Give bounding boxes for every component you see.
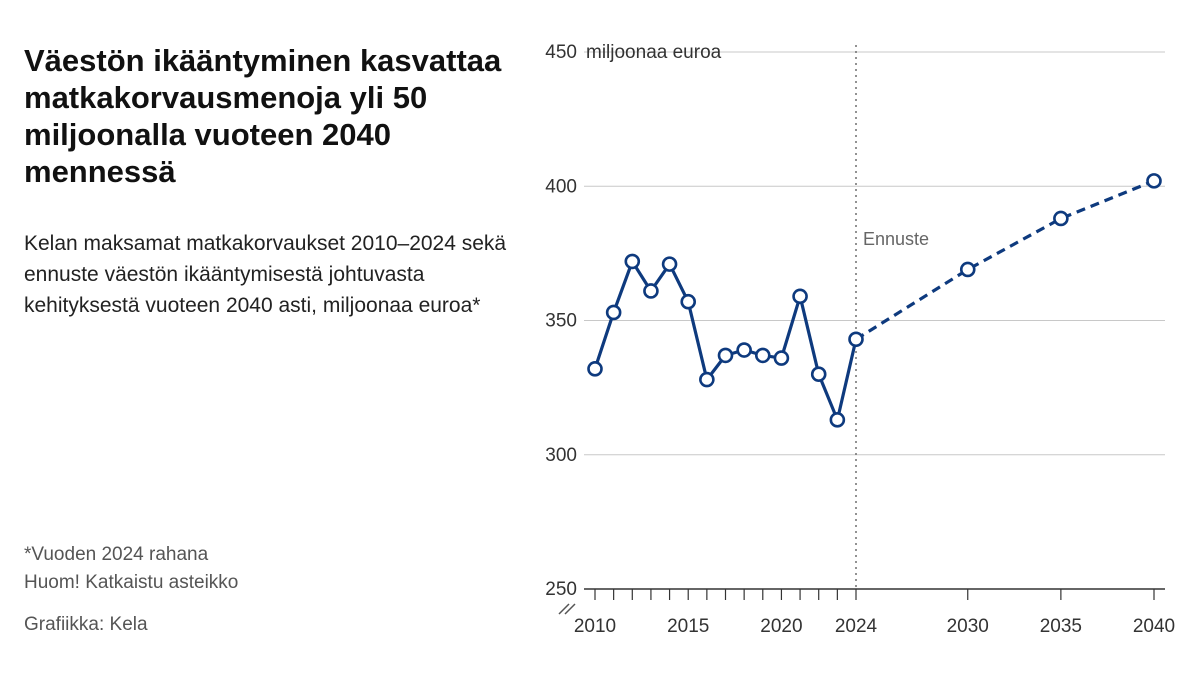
y-tick-label-250: 250 <box>545 579 577 600</box>
data-point-2030 <box>959 261 976 278</box>
data-point-2010 <box>587 361 603 377</box>
y-tick-label-350: 350 <box>545 311 577 332</box>
chart-title: Väestön ikääntyminen kasvattaa matkakorv… <box>24 43 502 189</box>
series-line-dashed <box>855 179 1155 341</box>
data-point-2011 <box>605 304 622 321</box>
series-line-solid <box>593 259 858 422</box>
data-point-2040 <box>1146 173 1162 189</box>
x-tick-label-2030: 2030 <box>947 616 989 637</box>
x-tick-label-2015: 2015 <box>667 616 709 637</box>
forecast-label: Ennuste <box>863 229 929 249</box>
axis-break-note: Huom! Katkaistu asteikko <box>24 572 239 593</box>
chart-subtitle: Kelan maksamat matkakorvaukset 2010–2024… <box>24 232 507 317</box>
data-point-2017 <box>717 347 734 364</box>
data-point-2021 <box>792 288 808 305</box>
credit: Grafiikka: Kela <box>24 614 148 635</box>
data-point-2013 <box>643 283 659 299</box>
data-point-2012 <box>624 253 641 270</box>
data-point-2023 <box>829 412 846 428</box>
x-tick-label-2020: 2020 <box>760 616 802 637</box>
data-point-2035 <box>1053 210 1069 227</box>
x-tick-label-2010: 2010 <box>574 616 616 637</box>
y-tick-label-450: 450 <box>545 42 577 63</box>
data-point-2019 <box>754 347 771 364</box>
x-tick-label-2040: 2040 <box>1133 616 1175 637</box>
data-point-2020 <box>773 350 790 366</box>
axis-break-marker <box>558 603 576 615</box>
x-tick-label-2024: 2024 <box>835 616 878 637</box>
data-point-2024 <box>848 331 864 348</box>
y-tick-label-300: 300 <box>545 445 577 466</box>
x-tick-label-2035: 2035 <box>1040 616 1082 637</box>
footnote: *Vuoden 2024 rahana <box>24 544 209 565</box>
data-point-2022 <box>810 366 827 383</box>
y-axis-unit-label: miljoonaa euroa <box>586 42 722 63</box>
data-point-2018 <box>736 342 752 358</box>
data-point-2014 <box>661 256 678 272</box>
y-tick-label-400: 400 <box>545 176 577 197</box>
data-point-2015 <box>680 293 697 310</box>
data-point-2016 <box>699 371 715 388</box>
